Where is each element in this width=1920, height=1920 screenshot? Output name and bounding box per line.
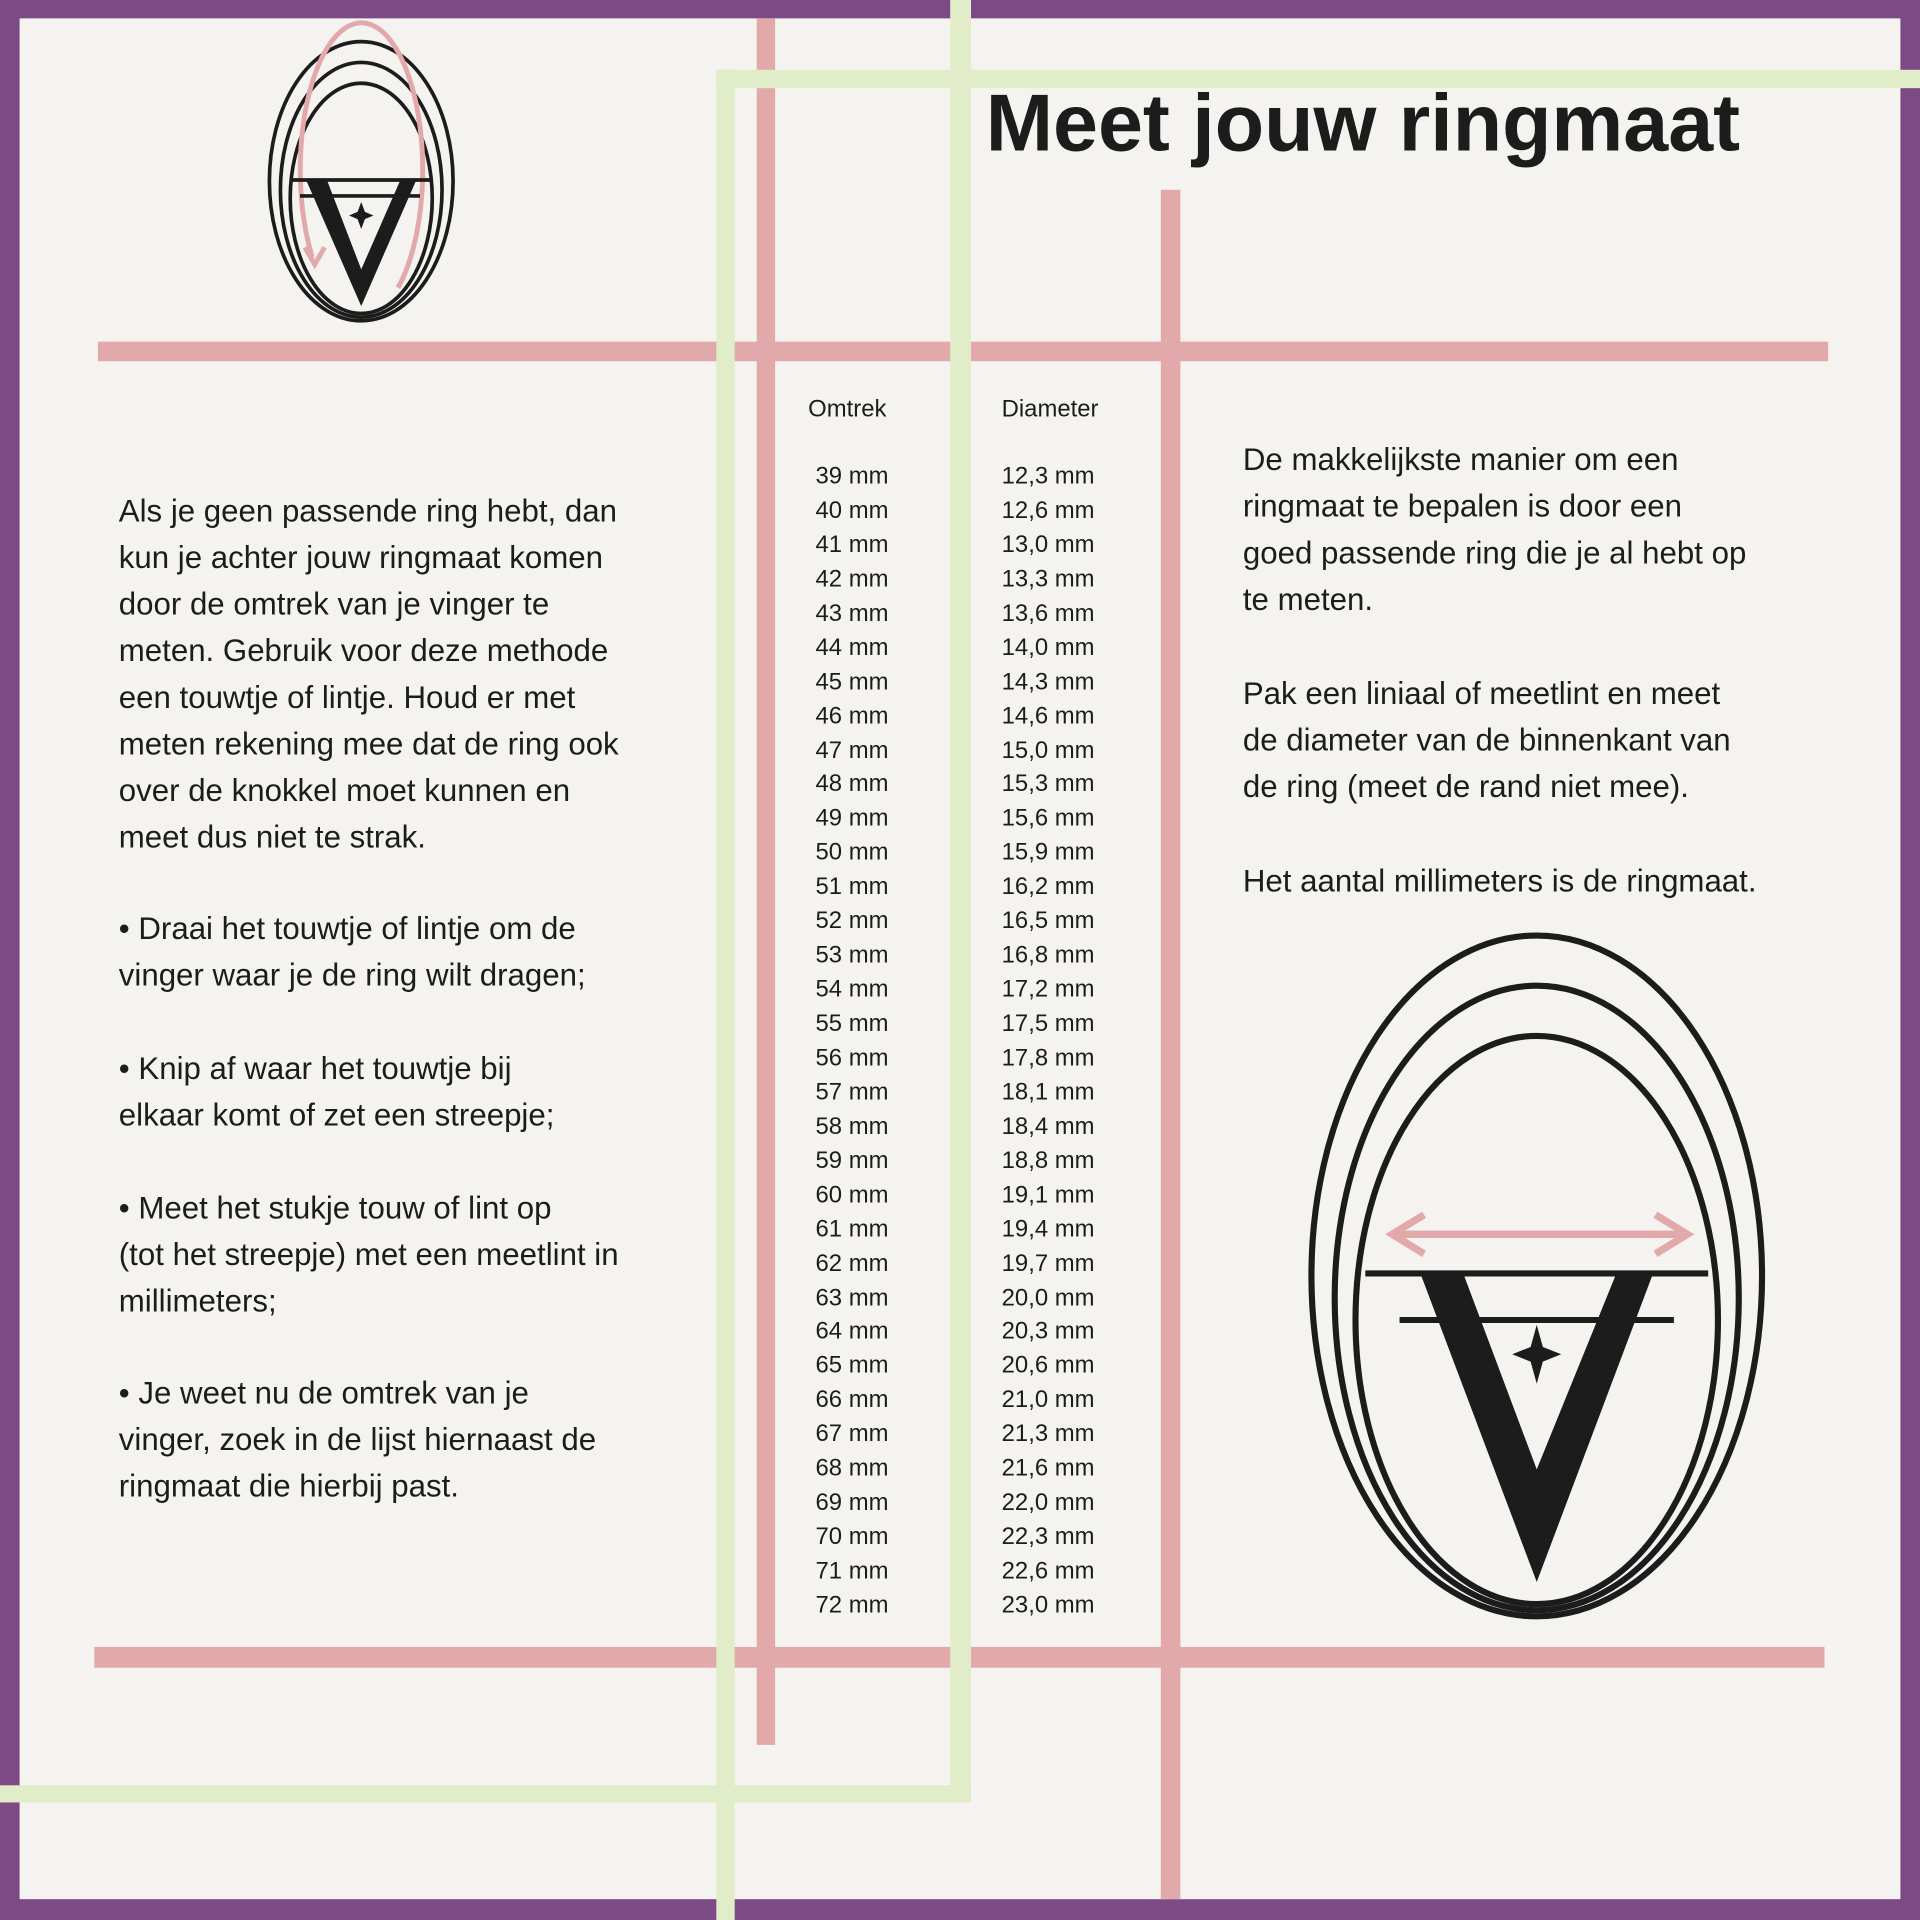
diameter-cell: 18,8 mm xyxy=(1001,1147,1095,1174)
omtrek-cell: 72 mm xyxy=(815,1591,889,1619)
omtrek-cell: 60 mm xyxy=(815,1181,889,1209)
green-line-vertical-right xyxy=(950,0,972,1803)
omtrek-cell: 71 mm xyxy=(815,1557,889,1585)
diameter-cell: 19,1 mm xyxy=(1001,1181,1095,1209)
intro-paragraph: Als je geen passende ring hebt, dan kun … xyxy=(118,494,619,855)
omtrek-cell: 61 mm xyxy=(815,1215,889,1243)
diameter-cell: 13,6 mm xyxy=(1001,599,1095,627)
diameter-cell: 17,2 mm xyxy=(1001,975,1095,1003)
ring-diameter-logo-icon xyxy=(1308,932,1766,1620)
omtrek-cell: 64 mm xyxy=(815,1318,889,1346)
omtrek-cell: 63 mm xyxy=(815,1283,889,1311)
diameter-cell: 23,0 mm xyxy=(1001,1591,1095,1619)
diameter-cell: 17,5 mm xyxy=(1001,1010,1095,1038)
omtrek-cell: 51 mm xyxy=(815,873,889,901)
diameter-cell: 16,8 mm xyxy=(1001,941,1095,969)
diameter-column: Diameter 12,3 mm 12,6 mm 13,0 mm 13,3 mm 13,… xyxy=(1002,392,1099,1624)
omtrek-cell: 47 mm xyxy=(815,736,889,764)
diameter-cell: 13,0 mm xyxy=(1001,531,1095,559)
diameter-cell: 22,6 mm xyxy=(1001,1557,1095,1585)
diameter-cell: 13,3 mm xyxy=(1001,565,1095,593)
page-title: Meet jouw ringmaat xyxy=(985,77,1741,168)
omtrek-cell: 66 mm xyxy=(815,1386,889,1414)
omtrek-cell: 46 mm xyxy=(815,702,889,730)
green-line-horizontal-top xyxy=(716,69,1920,89)
step-4: • Je weet nu de omtrek van je vinger, zo… xyxy=(118,1376,597,1504)
green-line-vertical-left xyxy=(716,69,735,1920)
omtrek-cell: 49 mm xyxy=(815,804,889,832)
omtrek-cell: 58 mm xyxy=(815,1112,889,1140)
diameter-cell: 22,0 mm xyxy=(1001,1489,1095,1517)
omtrek-cell: 40 mm xyxy=(815,497,889,525)
omtrek-cell: 41 mm xyxy=(815,531,889,559)
omtrek-cell: 39 mm xyxy=(815,462,889,490)
pink-line-vertical-left xyxy=(756,18,776,1745)
diameter-cell: 12,6 mm xyxy=(1001,497,1095,525)
diameter-cell: 20,3 mm xyxy=(1001,1318,1095,1346)
omtrek-cell: 65 mm xyxy=(815,1352,889,1380)
omtrek-cell: 42 mm xyxy=(815,565,889,593)
pink-line-vertical-right xyxy=(1160,189,1181,1900)
step-3: • Meet het stukje touw of lint op (tot h… xyxy=(118,1191,619,1319)
omtrek-header: Omtrek xyxy=(808,395,887,423)
diameter-cell: 16,5 mm xyxy=(1001,907,1095,935)
step-1: • Draai het touwtje of lintje om de ving… xyxy=(118,912,586,994)
omtrek-cell: 55 mm xyxy=(815,1010,889,1038)
diameter-cell: 20,0 mm xyxy=(1001,1283,1095,1311)
omtrek-cell: 59 mm xyxy=(815,1147,889,1174)
omtrek-cell: 50 mm xyxy=(815,839,889,867)
step-2: • Knip af waar het touwtje bij elkaar ko… xyxy=(118,1051,555,1133)
diameter-cell: 14,3 mm xyxy=(1001,668,1095,696)
diameter-cell: 22,3 mm xyxy=(1001,1523,1095,1551)
omtrek-cell: 54 mm xyxy=(815,975,889,1003)
diameter-cell: 19,7 mm xyxy=(1001,1249,1095,1277)
diameter-cell: 14,0 mm xyxy=(1001,633,1095,661)
omtrek-cell: 68 mm xyxy=(815,1454,889,1482)
frame-left xyxy=(0,0,20,1920)
omtrek-cell: 67 mm xyxy=(815,1420,889,1448)
diameter-cell: 20,6 mm xyxy=(1001,1352,1095,1380)
omtrek-cell: 43 mm xyxy=(815,599,889,627)
omtrek-cell: 52 mm xyxy=(815,907,889,935)
diameter-cell: 21,0 mm xyxy=(1001,1386,1095,1414)
omtrek-cell: 57 mm xyxy=(815,1078,889,1106)
omtrek-cell: 44 mm xyxy=(815,633,889,661)
diameter-cell: 15,3 mm xyxy=(1001,770,1095,798)
omtrek-cell: 69 mm xyxy=(815,1489,889,1517)
diameter-cell: 12,3 mm xyxy=(1001,462,1095,490)
diameter-cell: 18,1 mm xyxy=(1001,1078,1095,1106)
diameter-cell: 19,4 mm xyxy=(1001,1215,1095,1243)
diameter-cell: 21,6 mm xyxy=(1001,1454,1095,1482)
frame-bottom xyxy=(0,1899,1920,1920)
right-paragraph-3: Het aantal millimeters is de ringmaat. xyxy=(1242,864,1757,899)
omtrek-cell: 48 mm xyxy=(815,770,889,798)
diameter-cell: 14,6 mm xyxy=(1001,702,1095,730)
omtrek-column: Omtrek 39 mm 40 mm 41 mm 42 mm 43 mm 44 mm 45 … xyxy=(808,392,888,1624)
diameter-cell: 18,4 mm xyxy=(1001,1112,1095,1140)
omtrek-cell: 56 mm xyxy=(815,1044,889,1072)
green-line-horizontal-bottom xyxy=(0,1785,972,1803)
right-paragraph-2: Pak een liniaal of meetlint en meet de d… xyxy=(1242,677,1731,805)
omtrek-cell: 45 mm xyxy=(815,668,889,696)
frame-right xyxy=(1900,0,1920,1920)
diameter-cell: 15,6 mm xyxy=(1001,804,1095,832)
omtrek-cell: 70 mm xyxy=(815,1523,889,1551)
omtrek-cell: 62 mm xyxy=(815,1249,889,1277)
ring-circumference-logo-icon xyxy=(267,20,455,323)
diameter-cell: 17,8 mm xyxy=(1001,1044,1095,1072)
diameter-cell: 15,0 mm xyxy=(1001,736,1095,764)
omtrek-cell: 53 mm xyxy=(815,941,889,969)
diameter-header: Diameter xyxy=(1001,395,1099,423)
diameter-cell: 15,9 mm xyxy=(1001,839,1095,867)
diameter-cell: 21,3 mm xyxy=(1001,1420,1095,1448)
right-paragraph-1: De makkelijkste manier om een ringmaat t… xyxy=(1242,443,1747,618)
diameter-cell: 16,2 mm xyxy=(1001,873,1095,901)
